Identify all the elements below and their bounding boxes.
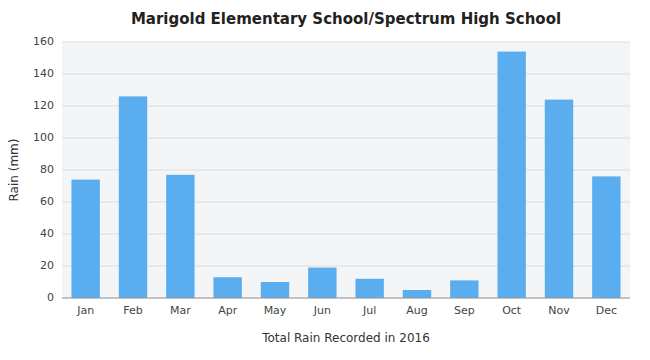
y-axis: 0 20 40 60 80 100 120 140 160 <box>33 35 630 304</box>
bar <box>450 280 478 298</box>
bar <box>71 180 99 298</box>
x-axis-label: Total Rain Recorded in 2016 <box>261 331 430 345</box>
y-tick-label: 60 <box>40 195 54 208</box>
bar <box>545 100 573 298</box>
x-tick-label: Jul <box>362 304 376 317</box>
bar <box>497 52 525 298</box>
grid-line <box>62 42 630 43</box>
y-axis-label: Rain (mm) <box>7 139 21 202</box>
x-tick-label: Oct <box>502 304 522 317</box>
grid-line <box>62 74 630 75</box>
bar <box>308 268 336 298</box>
plot-area <box>62 42 630 298</box>
y-tick-label: 140 <box>33 67 54 80</box>
x-axis-line <box>62 298 630 299</box>
x-tick-label: Feb <box>123 304 142 317</box>
y-tick-label: 40 <box>40 227 54 240</box>
y-tick-label: 80 <box>40 163 54 176</box>
x-tick-label: Apr <box>218 304 238 317</box>
x-tick-label: Sep <box>454 304 475 317</box>
x-tick-label: Jan <box>76 304 94 317</box>
bar <box>403 290 431 298</box>
grid-line <box>62 298 630 299</box>
x-axis: Jan Feb Mar Apr May Jun Jul Aug Sep Oct Nov Dec <box>62 298 630 317</box>
bar <box>355 279 383 298</box>
title: Marigold Elementary School/Spectrum High… <box>131 10 561 28</box>
chart: 020406080100120140160JanFebMarAprMayJunJ… <box>0 0 650 360</box>
bar <box>119 96 147 298</box>
x-tick-label: Nov <box>548 304 570 317</box>
x-tick-label: May <box>264 304 287 317</box>
y-tick-label: 20 <box>40 259 54 272</box>
chart-container: 020406080100120140160JanFebMarAprMayJunJ… <box>0 0 650 360</box>
y-tick-label: 100 <box>33 131 54 144</box>
bar <box>592 176 620 298</box>
y-tick-label: 120 <box>33 99 54 112</box>
y-tick-label: 160 <box>33 35 54 48</box>
x-tick-label: Dec <box>596 304 617 317</box>
bar <box>261 282 289 298</box>
y-tick-label: 0 <box>47 291 54 304</box>
bar <box>213 277 241 298</box>
bar <box>166 175 194 298</box>
x-tick-label: Mar <box>170 304 191 317</box>
x-tick-label: Jun <box>313 304 331 317</box>
bars <box>71 52 620 298</box>
x-tick-label: Aug <box>406 304 427 317</box>
